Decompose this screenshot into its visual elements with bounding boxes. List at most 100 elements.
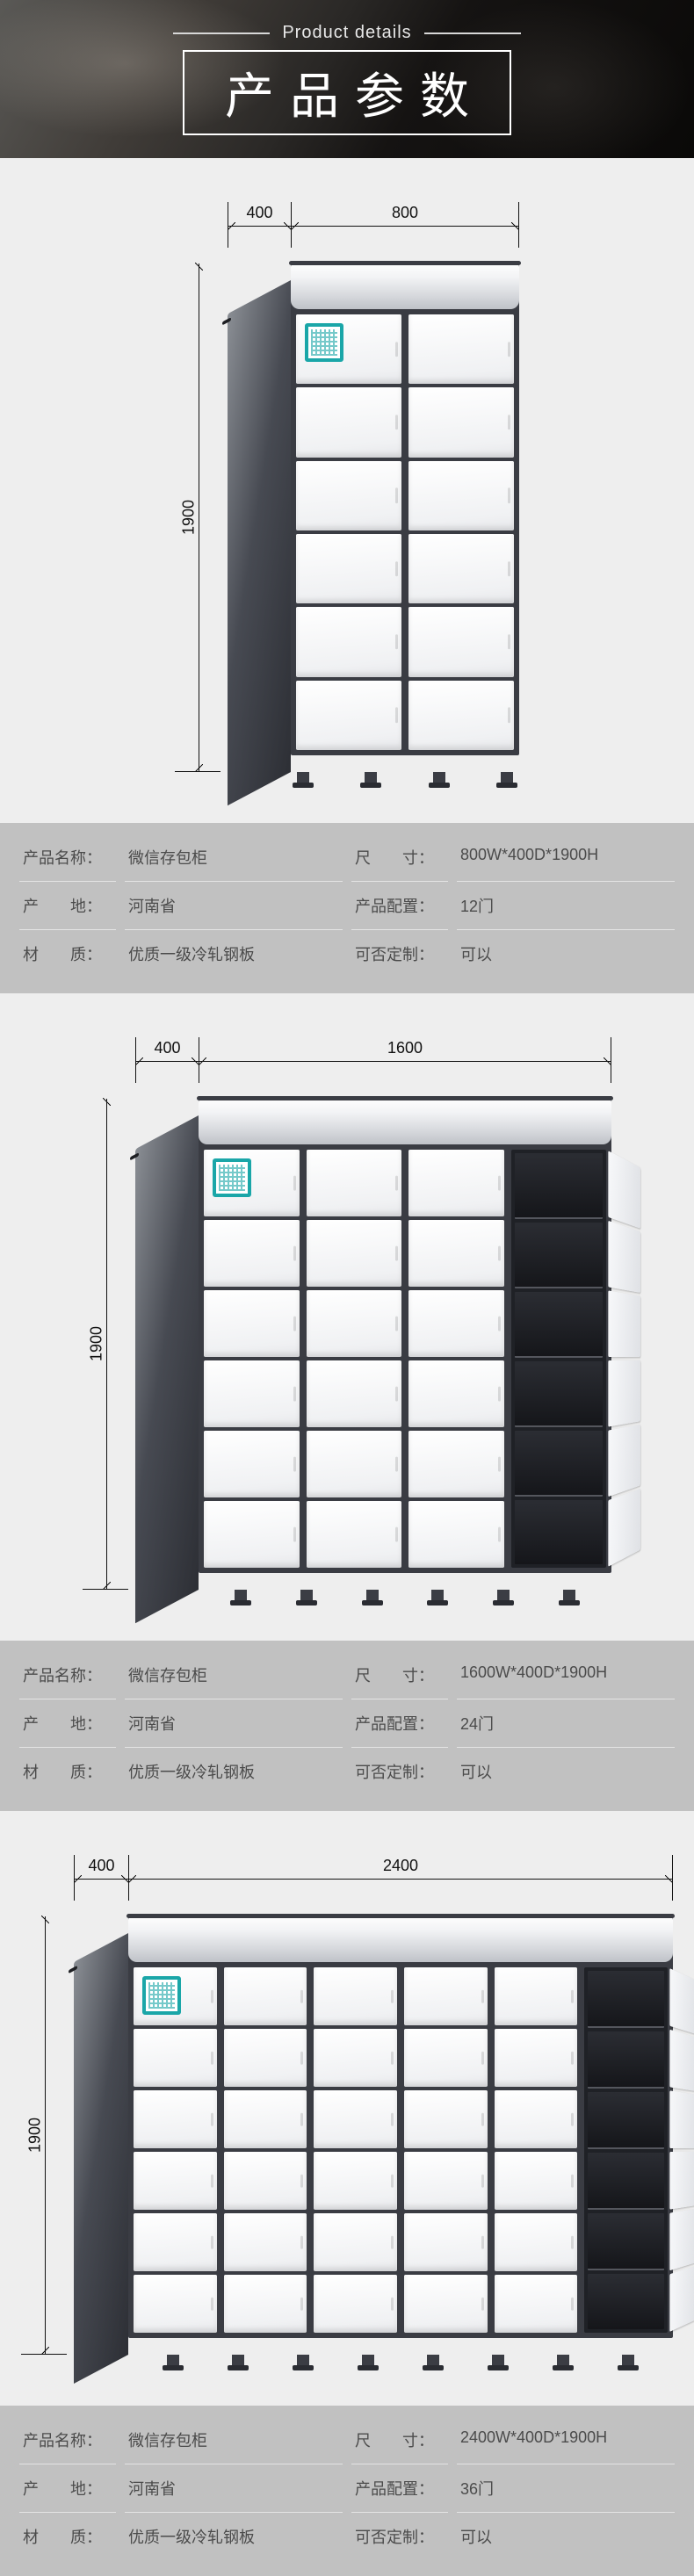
spec-name-value: 微信存包柜 <box>125 2416 343 2464</box>
cabinet-shelves <box>584 1967 668 2333</box>
cabinet-door <box>314 1967 397 2025</box>
cabinet-canopy <box>128 1916 673 1962</box>
qr-code-icon <box>213 1158 251 1197</box>
cabinet-canopy <box>291 263 519 309</box>
spec-name-value: 微信存包柜 <box>125 1651 343 1699</box>
cabinet-door <box>224 1967 307 2025</box>
cabinet-door <box>134 2275 217 2333</box>
cabinet-door <box>204 1431 300 1497</box>
cabinet-door <box>495 1967 578 2025</box>
cabinet-door <box>134 2029 217 2087</box>
spec-config-label: 产品配置： <box>351 882 448 930</box>
cabinet-side-panel <box>74 1933 128 2384</box>
cabinet-shelves <box>511 1150 607 1568</box>
cabinet-side-panel <box>135 1115 199 1623</box>
dimension-height: 1900 <box>26 2118 45 2153</box>
cabinet-door <box>408 1290 504 1357</box>
cabinet-door <box>404 1967 488 2025</box>
header-banner: Product details 产品参数 <box>0 0 694 158</box>
cabinet-door <box>307 1150 402 1216</box>
product-section: 4008001900产品名称：微信存包柜尺 寸：800W*400D*1900H产… <box>0 158 694 993</box>
dimension-left: 1900 <box>21 1916 67 2355</box>
dimension-width: 1600 <box>199 1037 611 1083</box>
cabinet-front <box>128 1916 673 2338</box>
cabinet-door <box>408 1431 504 1497</box>
spec-config-label: 产品配置： <box>351 2464 448 2513</box>
cabinet-door <box>204 1290 300 1357</box>
cabinet-door <box>408 1360 504 1427</box>
cabinet-column <box>307 1150 402 1568</box>
spec-material-value: 优质一级冷轧钢板 <box>125 2513 343 2560</box>
dimension-height: 1900 <box>88 1326 106 1361</box>
cabinet-door <box>408 461 514 530</box>
cabinet-door <box>408 1220 504 1287</box>
cabinet-door <box>307 1220 402 1287</box>
cabinet-illustration <box>135 1099 611 1605</box>
cabinet-feet <box>291 772 519 788</box>
cabinet-column <box>134 1967 217 2333</box>
cabinet-door <box>296 387 401 457</box>
spec-name-label: 产品名称： <box>19 833 116 882</box>
cabinet-illustration <box>228 263 519 788</box>
cabinet-door <box>404 2090 488 2148</box>
cabinet-column <box>495 1967 578 2333</box>
spec-origin-value: 河南省 <box>125 882 343 930</box>
dimension-top: 4002400 <box>74 1855 673 1901</box>
cabinet-illustration <box>74 1916 673 2370</box>
cabinet-door <box>224 2275 307 2333</box>
cabinet-door <box>495 2029 578 2087</box>
cabinet-feet <box>128 2355 673 2370</box>
spec-size-label: 尺 寸： <box>351 1651 448 1699</box>
dimension-diagram: 4001600 1900 <box>83 1037 611 1605</box>
spec-config-value: 12门 <box>457 882 675 930</box>
cabinet-door <box>404 2275 488 2333</box>
spec-config-value: 36门 <box>457 2464 675 2513</box>
cabinet-door <box>307 1290 402 1357</box>
cabinet-open-doors <box>606 1150 640 1568</box>
cabinet-door <box>314 2152 397 2210</box>
spec-size-value: 1600W*400D*1900H <box>457 1651 675 1699</box>
spec-material-label: 材 质： <box>19 2513 116 2560</box>
cabinet-door <box>296 607 401 676</box>
spec-custom-label: 可否定制： <box>351 2513 448 2560</box>
cabinet-door <box>314 2213 397 2271</box>
spec-custom-value: 可以 <box>457 1748 675 1795</box>
spec-config-value: 24门 <box>457 1699 675 1748</box>
qr-code-icon <box>305 323 343 362</box>
spec-origin-label: 产 地： <box>19 2464 116 2513</box>
dimension-left: 1900 <box>83 1099 128 1590</box>
cabinet-door <box>495 2090 578 2148</box>
spec-custom-label: 可否定制： <box>351 930 448 978</box>
cabinet-door <box>408 607 514 676</box>
spec-origin-label: 产 地： <box>19 882 116 930</box>
cabinet-door <box>408 1501 504 1568</box>
cabinet-door <box>495 2275 578 2333</box>
spec-custom-value: 可以 <box>457 930 675 978</box>
spec-table: 产品名称：微信存包柜尺 寸：2400W*400D*1900H产 地：河南省产品配… <box>0 2406 694 2576</box>
cabinet-door <box>134 2213 217 2271</box>
header-subtitle: Product details <box>173 23 520 43</box>
cabinet-door <box>296 681 401 750</box>
cabinet-door <box>224 2029 307 2087</box>
cabinet-door <box>224 2090 307 2148</box>
cabinet-door <box>307 1501 402 1568</box>
cabinet-door <box>408 534 514 603</box>
spec-table: 产品名称：微信存包柜尺 寸：1600W*400D*1900H产 地：河南省产品配… <box>0 1641 694 1811</box>
cabinet-column-open <box>511 1150 607 1568</box>
spec-material-value: 优质一级冷轧钢板 <box>125 930 343 978</box>
dimension-depth: 400 <box>74 1855 128 1901</box>
product-section: 40024001900产品名称：微信存包柜尺 寸：2400W*400D*1900… <box>0 1811 694 2576</box>
dimension-left: 1900 <box>175 263 220 772</box>
spec-size-value: 2400W*400D*1900H <box>457 2416 675 2464</box>
spec-material-label: 材 质： <box>19 930 116 978</box>
cabinet-side-panel <box>228 280 291 805</box>
cabinet-door <box>204 1360 300 1427</box>
cabinet-door <box>408 1150 504 1216</box>
cabinet-column <box>408 1150 504 1568</box>
cabinet-door <box>404 2029 488 2087</box>
spec-name-label: 产品名称： <box>19 2416 116 2464</box>
cabinet-door <box>404 2213 488 2271</box>
cabinet-column <box>314 1967 397 2333</box>
dimension-top: 4001600 <box>135 1037 611 1083</box>
cabinet-door <box>408 681 514 750</box>
